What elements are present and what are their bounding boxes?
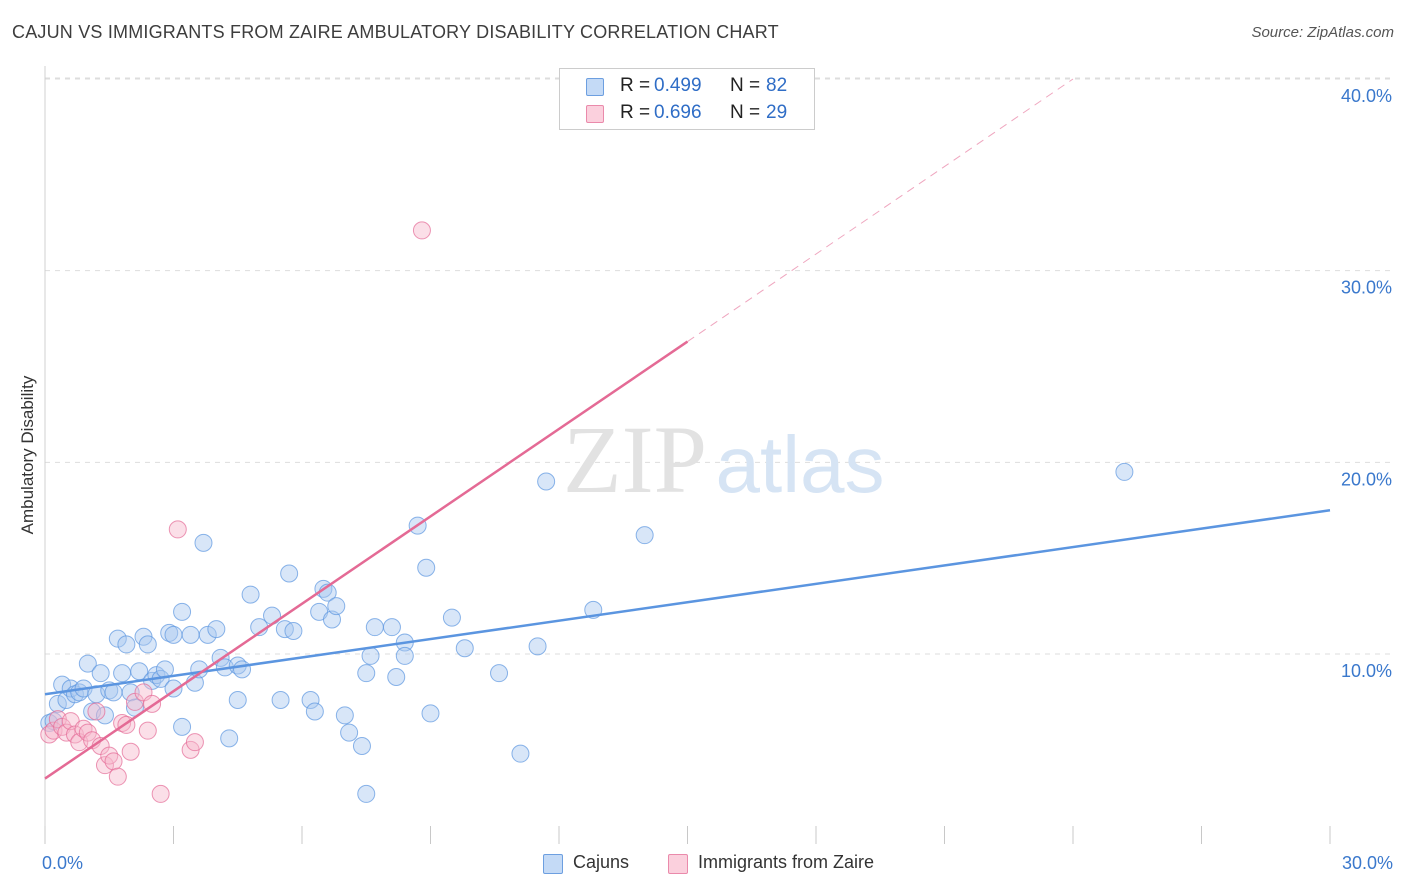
axes bbox=[44, 66, 1331, 844]
cajun-point bbox=[382, 618, 401, 637]
zaire-point bbox=[121, 742, 140, 761]
y-tick-label: 30.0% bbox=[1341, 278, 1392, 298]
cajun-point bbox=[635, 526, 654, 545]
cajun-point bbox=[365, 618, 384, 637]
watermark-zip: ZIP bbox=[563, 406, 707, 513]
zaire-point bbox=[412, 221, 431, 240]
legend-n-label: N = bbox=[730, 102, 761, 123]
legend-r-label: R = bbox=[620, 102, 651, 123]
legend-r-value: 0.499 bbox=[654, 75, 702, 96]
cajun-point bbox=[280, 564, 299, 583]
cajun-point bbox=[173, 717, 192, 736]
watermark-atlas: atlas bbox=[716, 420, 885, 509]
data-points bbox=[40, 221, 1134, 803]
cajun-point bbox=[78, 654, 97, 673]
y-tick-label: 40.0% bbox=[1341, 86, 1392, 106]
legend-n-label: N = bbox=[730, 75, 761, 96]
legend-swatch-zaire bbox=[586, 105, 604, 123]
cajun-point bbox=[138, 635, 157, 654]
source-label: Source: ZipAtlas.com bbox=[1251, 24, 1394, 41]
cajun-point bbox=[361, 646, 380, 665]
cajun-point bbox=[1115, 462, 1134, 481]
cajun-point bbox=[181, 625, 200, 644]
zaire-trend-line bbox=[44, 340, 689, 780]
zaire-point bbox=[87, 702, 106, 721]
zaire-point bbox=[104, 752, 123, 771]
cajun-point bbox=[511, 744, 530, 763]
cajun-point bbox=[91, 664, 110, 683]
cajun-point bbox=[233, 660, 252, 679]
cajun-point bbox=[352, 737, 371, 755]
zaire-trend-line-extension bbox=[687, 78, 1074, 342]
cajun-point bbox=[417, 558, 436, 577]
cajun-point bbox=[327, 597, 346, 616]
trend-lines bbox=[44, 78, 1331, 780]
gridlines bbox=[45, 77, 1394, 655]
y-tick-label: 10.0% bbox=[1341, 661, 1392, 681]
cajun-point bbox=[537, 472, 556, 491]
cajun-point bbox=[340, 723, 359, 742]
cajun-point bbox=[528, 637, 547, 656]
cajun-point bbox=[387, 668, 406, 686]
zaire-point bbox=[95, 756, 114, 775]
cajun-point bbox=[357, 664, 376, 683]
zaire-point bbox=[185, 733, 204, 752]
cajun-point bbox=[241, 585, 260, 604]
bottom-legend-swatch-cajuns bbox=[543, 854, 563, 874]
cajun-point bbox=[271, 691, 290, 709]
tick-labels: 10.0% 20.0% 30.0% 40.0% 0.0% 30.0% bbox=[42, 86, 1393, 873]
legend-r-label: R = bbox=[620, 75, 651, 96]
cajun-point bbox=[421, 704, 440, 723]
cajun-point bbox=[284, 622, 303, 640]
chart-title: CAJUN VS IMMIGRANTS FROM ZAIRE AMBULATOR… bbox=[12, 22, 779, 42]
cajun-point bbox=[305, 702, 324, 721]
cajun-point bbox=[194, 533, 213, 552]
cajun-point bbox=[207, 620, 226, 639]
legend-r-value: 0.696 bbox=[654, 102, 702, 123]
cajun-point bbox=[335, 706, 354, 725]
cajun-point bbox=[95, 706, 114, 725]
cajun-point bbox=[490, 664, 509, 683]
cajun-point bbox=[301, 691, 320, 709]
cajun-point bbox=[357, 784, 376, 803]
cajun-point bbox=[117, 635, 136, 654]
zaire-point bbox=[138, 721, 157, 740]
cajun-point bbox=[173, 602, 192, 621]
cajun-point bbox=[228, 691, 247, 709]
zaire-point bbox=[168, 520, 187, 539]
cajun-point bbox=[395, 646, 414, 665]
bottom-legend-swatch-zaire bbox=[668, 854, 688, 874]
cajun-point bbox=[442, 608, 461, 627]
zaire-point bbox=[151, 784, 170, 803]
x-tick-label: 30.0% bbox=[1342, 853, 1393, 873]
cajun-point bbox=[220, 729, 239, 748]
zaire-point bbox=[108, 767, 127, 786]
cajun-point bbox=[113, 664, 132, 683]
cajun-trend-line bbox=[44, 509, 1331, 696]
legend-n-value: 29 bbox=[766, 102, 788, 123]
bottom-legend-label-cajuns: Cajuns bbox=[573, 852, 630, 872]
x-tick-label: 0.0% bbox=[42, 853, 83, 873]
legend-n-value: 82 bbox=[766, 75, 788, 96]
cajun-point bbox=[164, 625, 183, 644]
cajun-point bbox=[455, 639, 474, 658]
cajun-point bbox=[322, 610, 341, 629]
legend-swatch-cajuns bbox=[586, 78, 604, 96]
bottom-legend-label-zaire: Immigrants from Zaire bbox=[698, 852, 875, 872]
y-tick-label: 20.0% bbox=[1341, 469, 1392, 489]
stats-legend: R = 0.499 N = 82 R = 0.696 N = 29 bbox=[559, 68, 815, 130]
cajun-point bbox=[48, 694, 67, 713]
